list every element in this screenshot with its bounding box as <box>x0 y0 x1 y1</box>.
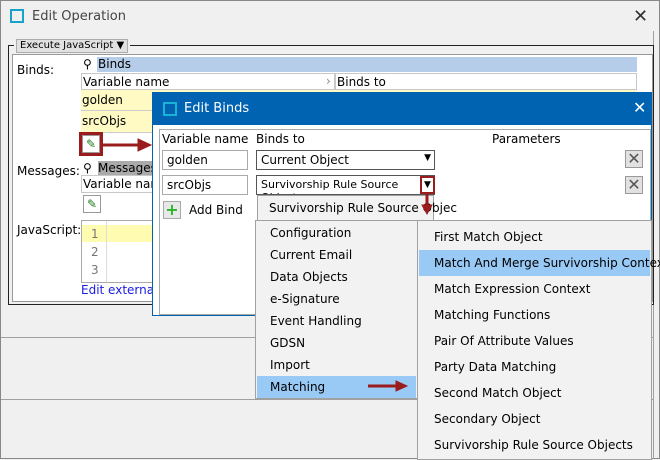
dialog-title: Edit Binds <box>184 101 250 116</box>
close-icon[interactable]: ✕ <box>633 98 647 117</box>
chevron-down-icon[interactable]: ▼ <box>420 176 435 194</box>
javascript-editor[interactable]: 1 2 3 <box>81 220 155 283</box>
submenu-item[interactable]: Secondary Object <box>434 412 541 426</box>
line-number: 1 <box>91 227 99 241</box>
pin-icon: ⚲ <box>83 57 92 71</box>
col-label: Variable name <box>83 75 170 89</box>
binds-header: Binds <box>97 57 637 72</box>
submenu-item[interactable]: Pair Of Attribute Values <box>434 334 574 348</box>
menu-item-configuration[interactable]: Configuration <box>270 226 352 240</box>
pencil-icon: ✎ <box>87 197 98 211</box>
line-number: 2 <box>91 245 99 259</box>
menu-item-gdsn[interactable]: GDSN <box>270 336 306 350</box>
submenu-item[interactable]: Match Expression Context <box>434 282 591 296</box>
menu-item-e-signature[interactable]: e-Signature <box>270 292 340 306</box>
col-label: Variable name <box>83 177 170 191</box>
submenu-item[interactable]: Second Match Object <box>434 386 562 400</box>
menu-item-matching[interactable]: Matching <box>257 376 416 398</box>
edit-messages-button[interactable]: ✎ <box>83 195 101 213</box>
messages-label: Messages: <box>17 164 80 178</box>
chevron-down-icon: ▼ <box>116 40 125 51</box>
column-header-variable[interactable]: Variable name › <box>81 73 335 90</box>
submenu-item[interactable]: First Match Object <box>434 230 543 244</box>
cell-variable: golden <box>82 93 123 107</box>
line-number: 3 <box>91 263 99 277</box>
pencil-icon: ✎ <box>86 137 97 151</box>
annotation-arrowhead <box>137 138 153 152</box>
menu-item-event-handling[interactable]: Event Handling <box>270 314 362 328</box>
menu-item-data-objects[interactable]: Data Objects <box>270 270 348 284</box>
add-bind-button[interactable]: Add Bind <box>189 203 243 217</box>
col-variable-header: Variable name <box>162 132 249 146</box>
operation-type-select[interactable]: Execute JavaScript ▼ <box>14 39 131 53</box>
messages-header-label: Messages <box>98 161 157 175</box>
dropdown-current-item[interactable]: Survivorship Rule Source Objec <box>257 195 457 221</box>
col-label: Binds to <box>337 75 386 89</box>
plus-icon[interactable]: + <box>163 201 181 219</box>
menu-item-import[interactable]: Import <box>270 358 310 372</box>
window-icon <box>10 9 24 23</box>
javascript-label: JavaScript: <box>17 223 82 237</box>
variable-name-input[interactable]: srcObjs <box>162 175 248 195</box>
col-parameters-header: Parameters <box>492 132 561 146</box>
binds-to-select[interactable]: Current Object ▼ <box>256 150 435 170</box>
dropdown-menu: Configuration Current Email Data Objects… <box>255 220 418 399</box>
binds-label: Binds: <box>17 63 55 77</box>
col-binds-to-header: Binds to <box>256 132 305 146</box>
dialog-title-bar: Edit Binds ✕ <box>153 93 651 125</box>
submenu-item[interactable]: Party Data Matching <box>434 360 557 374</box>
column-header-variable[interactable]: Variable name <box>81 175 169 193</box>
messages-header: Messages <box>98 161 157 175</box>
delete-bind-button[interactable]: ✕ <box>625 176 643 194</box>
chevron-down-icon: ▼ <box>424 153 431 163</box>
edit-externally-link[interactable]: Edit externally <box>81 283 168 297</box>
window-icon <box>163 102 177 116</box>
cell-variable: srcObjs <box>82 114 127 128</box>
operation-type-value: Execute JavaScript <box>20 40 114 51</box>
close-icon[interactable]: ✕ <box>633 6 649 27</box>
matching-submenu: First Match Object Match And Merge Survi… <box>417 220 660 460</box>
menu-item-current-email[interactable]: Current Email <box>270 248 353 262</box>
window-title: Edit Operation <box>32 9 127 24</box>
submenu-item[interactable]: Matching Functions <box>434 308 551 322</box>
delete-bind-button[interactable]: ✕ <box>625 150 643 168</box>
column-header-binds-to[interactable]: Binds to <box>335 73 637 90</box>
pin-icon: ⚲ <box>83 161 92 175</box>
binds-header-label: Binds <box>98 57 132 71</box>
variable-name-input[interactable]: golden <box>162 150 248 170</box>
divider <box>1 399 653 400</box>
submenu-item[interactable]: Survivorship Rule Source Objects <box>434 438 633 452</box>
submenu-item[interactable]: Match And Merge Survivorship Context <box>419 250 660 276</box>
edit-binds-button[interactable]: ✎ <box>82 135 100 153</box>
chevron-right-icon: › <box>326 74 331 88</box>
binds-to-select[interactable]: Survivorship Rule Source Objects <box>256 175 435 195</box>
